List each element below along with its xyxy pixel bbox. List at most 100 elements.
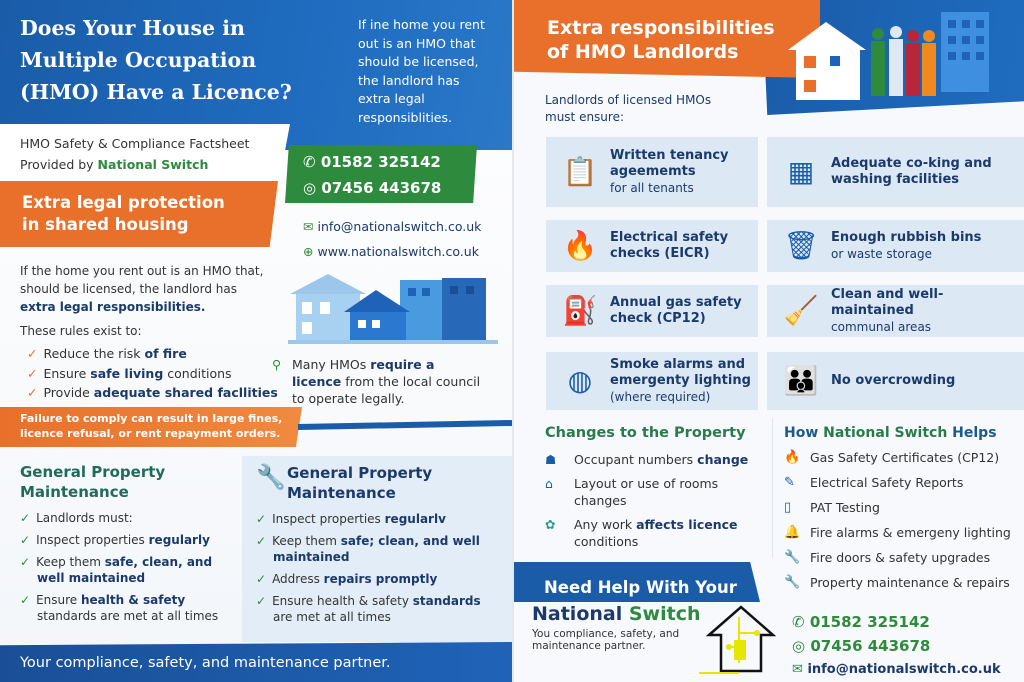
responsibility-card: 📋 Written tenancy ageememts for all tenant… [546, 137, 758, 207]
subtitle-band [0, 124, 290, 186]
text-segment: safe; clean, and well maintained [273, 534, 480, 564]
divider [772, 418, 773, 558]
website-link[interactable]: ⊕ www.nationalswitch.co.uk [303, 244, 479, 259]
text-segment: standards [412, 594, 481, 608]
list-item: ✓ Inspect properties regularlv [256, 512, 446, 526]
list-item: ✓ Inspect properties regularly [20, 533, 210, 547]
plug-icon: ✎ [784, 474, 795, 490]
footer-text: Your compliance, safety, and maintenance… [20, 655, 391, 671]
text-segment: Keep them [36, 555, 105, 569]
email-icon: ✉ [303, 219, 314, 234]
section-title: Changes to the Property [545, 425, 746, 441]
work-icon: ✿ [545, 517, 556, 532]
bins-icon: 🗑 [783, 229, 819, 262]
list-item[interactable]: ▯ PAT Testing [784, 499, 880, 516]
right-title: Extra responsibilities of HMO Landlords [547, 17, 775, 63]
list-item: ✓ Keep them safe; clean, and well maintai… [256, 534, 480, 564]
text-segment: change [697, 452, 749, 467]
section-title: General Property Maintenance [287, 464, 433, 502]
page-title: Does Your House in Multiple Occupation (HM… [20, 16, 292, 104]
cta-text[interactable]: Need Help With Your [544, 578, 737, 597]
list-item: ✓ Keep them safe, clean, and well maintai… [20, 555, 213, 585]
text-segment: Ensure health & safety [272, 594, 413, 608]
text-segment: Keep them [272, 534, 341, 548]
list-item[interactable]: 🔧 Fire doors & safety upgrades [784, 549, 991, 566]
banner-text: Extra legal protection in shared housing [22, 193, 225, 234]
responsibility-card: ⛽ Annual gas safety check (CP12) [546, 285, 758, 337]
text-segment: repairs promptly [323, 572, 438, 586]
responsibility-card: ▦ Adequate co-king and washing facilities [767, 137, 1024, 207]
text-segment: Layout or use of rooms changes [574, 476, 719, 508]
email-link[interactable]: ✉ info@nationalswitch.co.uk [303, 219, 482, 234]
house-circuit-logo-icon [699, 605, 777, 674]
landlord-tenants-illustration [788, 12, 989, 100]
wrench-icon: 🔧 [256, 463, 286, 491]
list-item: ⌂ Layout or use of rooms changes [545, 475, 770, 509]
text-segment: standards are met at all times [37, 609, 219, 623]
text-segment: Any work [574, 517, 637, 532]
globe-icon: ⊕ [303, 244, 314, 259]
text-segment: of fire [144, 346, 187, 361]
list-item[interactable]: 🔔 Fire alarms & emergeny lighting [784, 524, 1011, 541]
contact-web: ✉ info@nationalswitch.co.uk ⊕ www.nation… [303, 214, 481, 264]
text-segment: regularlv [384, 512, 446, 526]
brand-name: National Switch [97, 157, 209, 172]
list-item: ✓ Address repairs promptly [256, 572, 438, 586]
list-item[interactable]: 🔧 Property maintenance & repairs [784, 574, 1010, 591]
text-segment: require a licence [292, 357, 435, 389]
pat-tester-icon: ▯ [784, 499, 792, 515]
orange-banner [0, 181, 278, 247]
text-segment: regularly [148, 533, 210, 547]
text-segment: Many HMOs [292, 357, 371, 372]
text-segment: Inspect properties [36, 533, 149, 547]
rules-list: ✓ Reduce the risk of fire ✓ Ensure safe li… [27, 344, 278, 403]
footer [0, 642, 512, 682]
house-icon: ⌂ [545, 476, 553, 491]
rules-intro: These rules exist to: [20, 324, 142, 338]
brand-tagline: You compliance, safety, and maintenance … [532, 628, 680, 652]
text-segment: Reduce the risk [43, 346, 145, 361]
phone-link[interactable]: ✆ 01582 325142 [792, 613, 930, 631]
text-segment: If the home you rent out is an HMO that,… [20, 264, 264, 296]
people-icon: 👪 [783, 364, 819, 397]
section-title: General Property Maintenance [20, 463, 166, 501]
licence-icon: ⚲ [272, 357, 282, 372]
smoke-alarm-icon: ◍ [567, 364, 593, 397]
text-segment: adequate shared facllities [93, 385, 278, 400]
phone-link[interactable]: ✆ 01582 325142 [303, 153, 441, 171]
whatsapp-icon: ◎ [792, 637, 806, 655]
list-item[interactable]: 🔥 Gas Safety Certificates (CP12) [784, 449, 1000, 466]
text-segment: Ensure [43, 365, 91, 381]
right-contact: ✆ 01582 325142 ◎ 07456 443678 ✉ info@nat… [792, 610, 1001, 682]
responsibility-card: 🔥 Electrical safety checks (EICR) [546, 220, 758, 272]
lead-text: Landlords of licensed HMOs must ensure: [545, 93, 712, 124]
email-link[interactable]: ✉ info@nationalswitch.co.uk [792, 662, 1001, 677]
body-paragraph: If the home you rent out is an HMO that,… [20, 262, 275, 316]
kitchen-icon: ▦ [787, 155, 815, 188]
alarm-bell-icon: 🔔 [784, 524, 801, 540]
text-segment: Ensure [36, 593, 81, 607]
text-segment: health & safety [80, 593, 186, 607]
maintenance-right-panel [242, 456, 512, 642]
responsibility-card: ◍ Smoke alarms and emergenty lighting (whe… [546, 352, 758, 410]
list-item[interactable]: ✎ Electrical Safety Reports [784, 474, 964, 491]
responsibility-card: 🧹 Clean and well-maintained communal areas [767, 285, 1024, 337]
wrench-icon: 🔧 [784, 574, 801, 590]
whatsapp-link[interactable]: ◎ 07456 443678 [303, 179, 442, 197]
list-item: ☗ Occupant numbers change [545, 451, 770, 468]
whatsapp-link[interactable]: ◎ 07456 443678 [792, 637, 931, 655]
text-segment: affects licence [636, 517, 738, 532]
warning-text: Failure to comply can result in large fi… [20, 412, 283, 440]
subtitle: HMO Safety & Compliance Factsheet Provid… [20, 136, 250, 172]
responsibility-card: 👪 No overcrowding [767, 352, 1024, 410]
text-segment: conditions [163, 365, 232, 381]
phone-icon: ✆ [303, 153, 316, 171]
left-page: Does Your House in Multiple Occupation (HM… [0, 0, 512, 682]
licence-note: ⚲ Many HMOs require a licence from the lo… [272, 356, 487, 407]
door-tool-icon: 🔧 [784, 549, 801, 565]
phone-icon: ✆ [792, 613, 805, 631]
contact-phones: ✆ 01582 325142 ◎ 07456 443678 [303, 149, 441, 201]
electric-flame-icon: 🔥 [562, 229, 598, 262]
text-segment: Provide [43, 385, 94, 400]
text-segment: conditions [574, 534, 639, 549]
